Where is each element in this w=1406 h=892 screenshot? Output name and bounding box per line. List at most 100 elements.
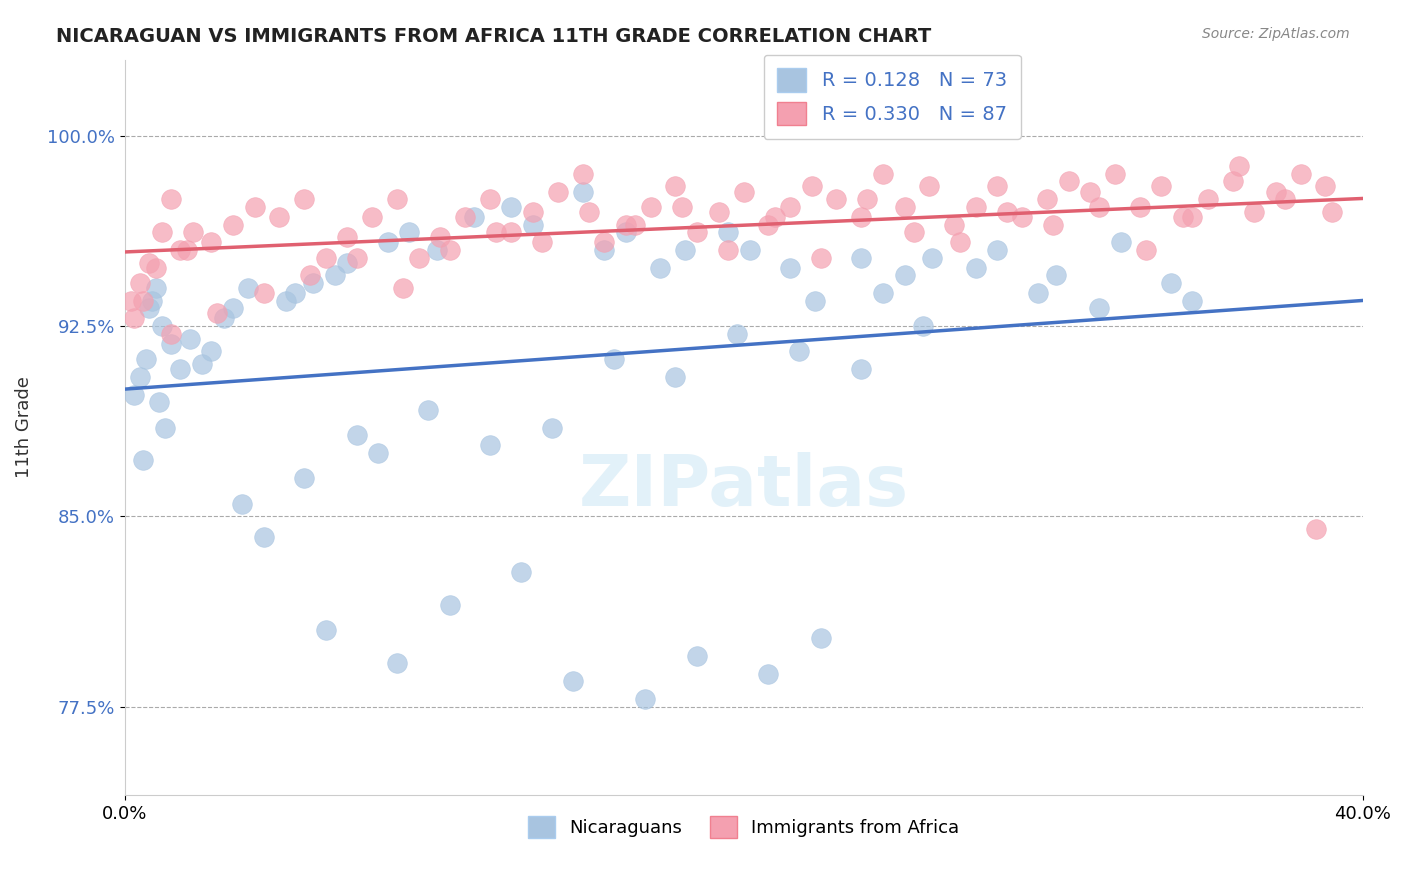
Point (150, 318, 173, 333)
Point (1104, 167, 1126, 181)
Point (463, 210, 485, 224)
Point (856, 192, 879, 206)
Point (707, 204, 730, 219)
Point (138, 255, 160, 269)
Point (893, 200, 915, 214)
Point (222, 218, 245, 232)
Point (200, 344, 222, 359)
Point (893, 268, 915, 283)
Point (810, 251, 832, 265)
Point (485, 225, 508, 239)
Point (571, 185, 593, 199)
Point (624, 218, 647, 232)
Point (562, 674, 585, 689)
Point (176, 243, 198, 257)
Point (540, 420, 562, 434)
Point (231, 497, 253, 511)
Point (602, 351, 624, 366)
Point (274, 293, 297, 308)
Point (238, 281, 260, 295)
Point (779, 200, 801, 214)
Point (1036, 192, 1059, 206)
Point (1320, 204, 1343, 219)
Point (1150, 179, 1173, 194)
Point (253, 286, 276, 301)
Point (640, 200, 662, 214)
Point (738, 243, 761, 257)
Point (191, 357, 214, 371)
Point (454, 210, 477, 224)
Point (416, 402, 439, 417)
Point (1222, 174, 1244, 188)
Point (593, 243, 616, 257)
Point (148, 395, 170, 409)
Point (160, 336, 183, 351)
Point (346, 251, 368, 265)
Point (408, 251, 430, 265)
Point (1042, 218, 1064, 232)
Point (673, 243, 696, 257)
Point (547, 185, 569, 199)
Point (756, 218, 779, 232)
Point (1057, 174, 1080, 188)
Point (1160, 276, 1182, 290)
Point (367, 446, 389, 460)
Point (1181, 293, 1204, 308)
Point (132, 453, 155, 467)
Point (1045, 268, 1067, 283)
Point (135, 351, 157, 366)
Point (648, 260, 671, 275)
Point (872, 167, 894, 181)
Point (478, 192, 501, 206)
Point (207, 306, 229, 320)
Point (1011, 210, 1033, 224)
Point (284, 286, 307, 301)
Point (1088, 301, 1111, 316)
Point (299, 268, 322, 283)
Text: ZIPatlas: ZIPatlas (578, 452, 908, 521)
Point (336, 230, 359, 244)
Point (943, 218, 966, 232)
Point (1305, 522, 1327, 536)
Point (361, 210, 384, 224)
Point (1171, 210, 1194, 224)
Point (578, 204, 600, 219)
Point (132, 293, 155, 308)
Point (385, 657, 408, 671)
Point (200, 235, 222, 250)
Point (825, 192, 848, 206)
Point (1135, 243, 1157, 257)
Point (145, 260, 167, 275)
Point (851, 362, 873, 376)
Legend: Nicaraguans, Immigrants from Africa: Nicaraguans, Immigrants from Africa (520, 809, 966, 846)
Point (717, 225, 740, 239)
Point (1181, 210, 1204, 224)
Point (593, 235, 616, 250)
Point (664, 369, 686, 384)
Point (181, 225, 204, 239)
Point (725, 326, 748, 341)
Point (122, 387, 145, 401)
Point (614, 225, 637, 239)
Point (392, 281, 415, 295)
Point (717, 243, 740, 257)
Point (1289, 167, 1312, 181)
Point (398, 225, 420, 239)
Point (779, 260, 801, 275)
Point (439, 598, 461, 612)
Point (501, 200, 523, 214)
Point (336, 255, 359, 269)
Point (243, 200, 266, 214)
Point (426, 243, 449, 257)
Y-axis label: 11th Grade: 11th Grade (15, 376, 32, 478)
Point (531, 235, 554, 250)
Point (986, 243, 1008, 257)
Point (323, 268, 346, 283)
Point (522, 204, 544, 219)
Point (292, 471, 315, 485)
Point (918, 179, 941, 194)
Point (377, 235, 399, 250)
Point (150, 225, 173, 239)
Point (346, 428, 368, 442)
Point (129, 369, 152, 384)
